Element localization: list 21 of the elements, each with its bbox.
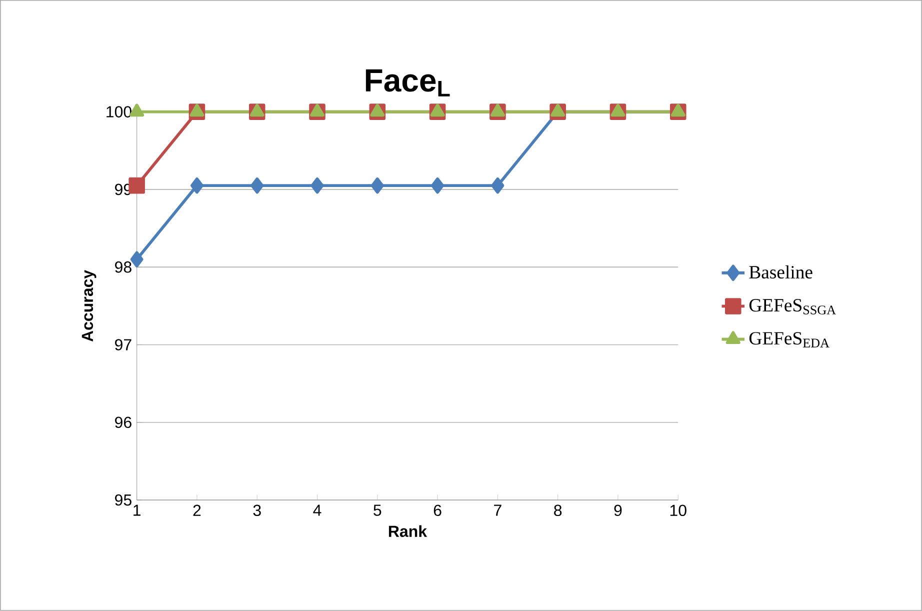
x-tick-label: 4	[313, 504, 322, 516]
x-tick-label: 1	[134, 504, 140, 516]
y-tick-label: 98	[115, 262, 132, 273]
y-tick-label: 95	[115, 494, 132, 506]
legend-label: Baseline	[749, 265, 812, 279]
x-tick-label: 3	[253, 504, 261, 516]
x-tick-label: 7	[494, 504, 502, 516]
legend-label: GEFeS$_{SSGA}$	[749, 299, 836, 314]
y-axis-title: Accuracy	[82, 270, 96, 342]
x-axis-title: Rank	[388, 525, 428, 538]
legend-label: GEFeS$_{EDA}$	[749, 332, 830, 348]
x-tick-label: 6	[434, 504, 442, 516]
y-tick-label: 97	[115, 339, 132, 350]
chart-title: Face$_{L}$	[366, 70, 450, 97]
x-tick-label: 10	[670, 504, 686, 516]
y-tick-label: 100	[106, 106, 132, 118]
x-tick-label: 5	[374, 504, 382, 516]
y-tick-label: 96	[115, 416, 132, 428]
x-tick-label: 9	[614, 504, 622, 516]
x-tick-label: 2	[193, 504, 201, 516]
x-tick-label: 8	[554, 504, 562, 516]
